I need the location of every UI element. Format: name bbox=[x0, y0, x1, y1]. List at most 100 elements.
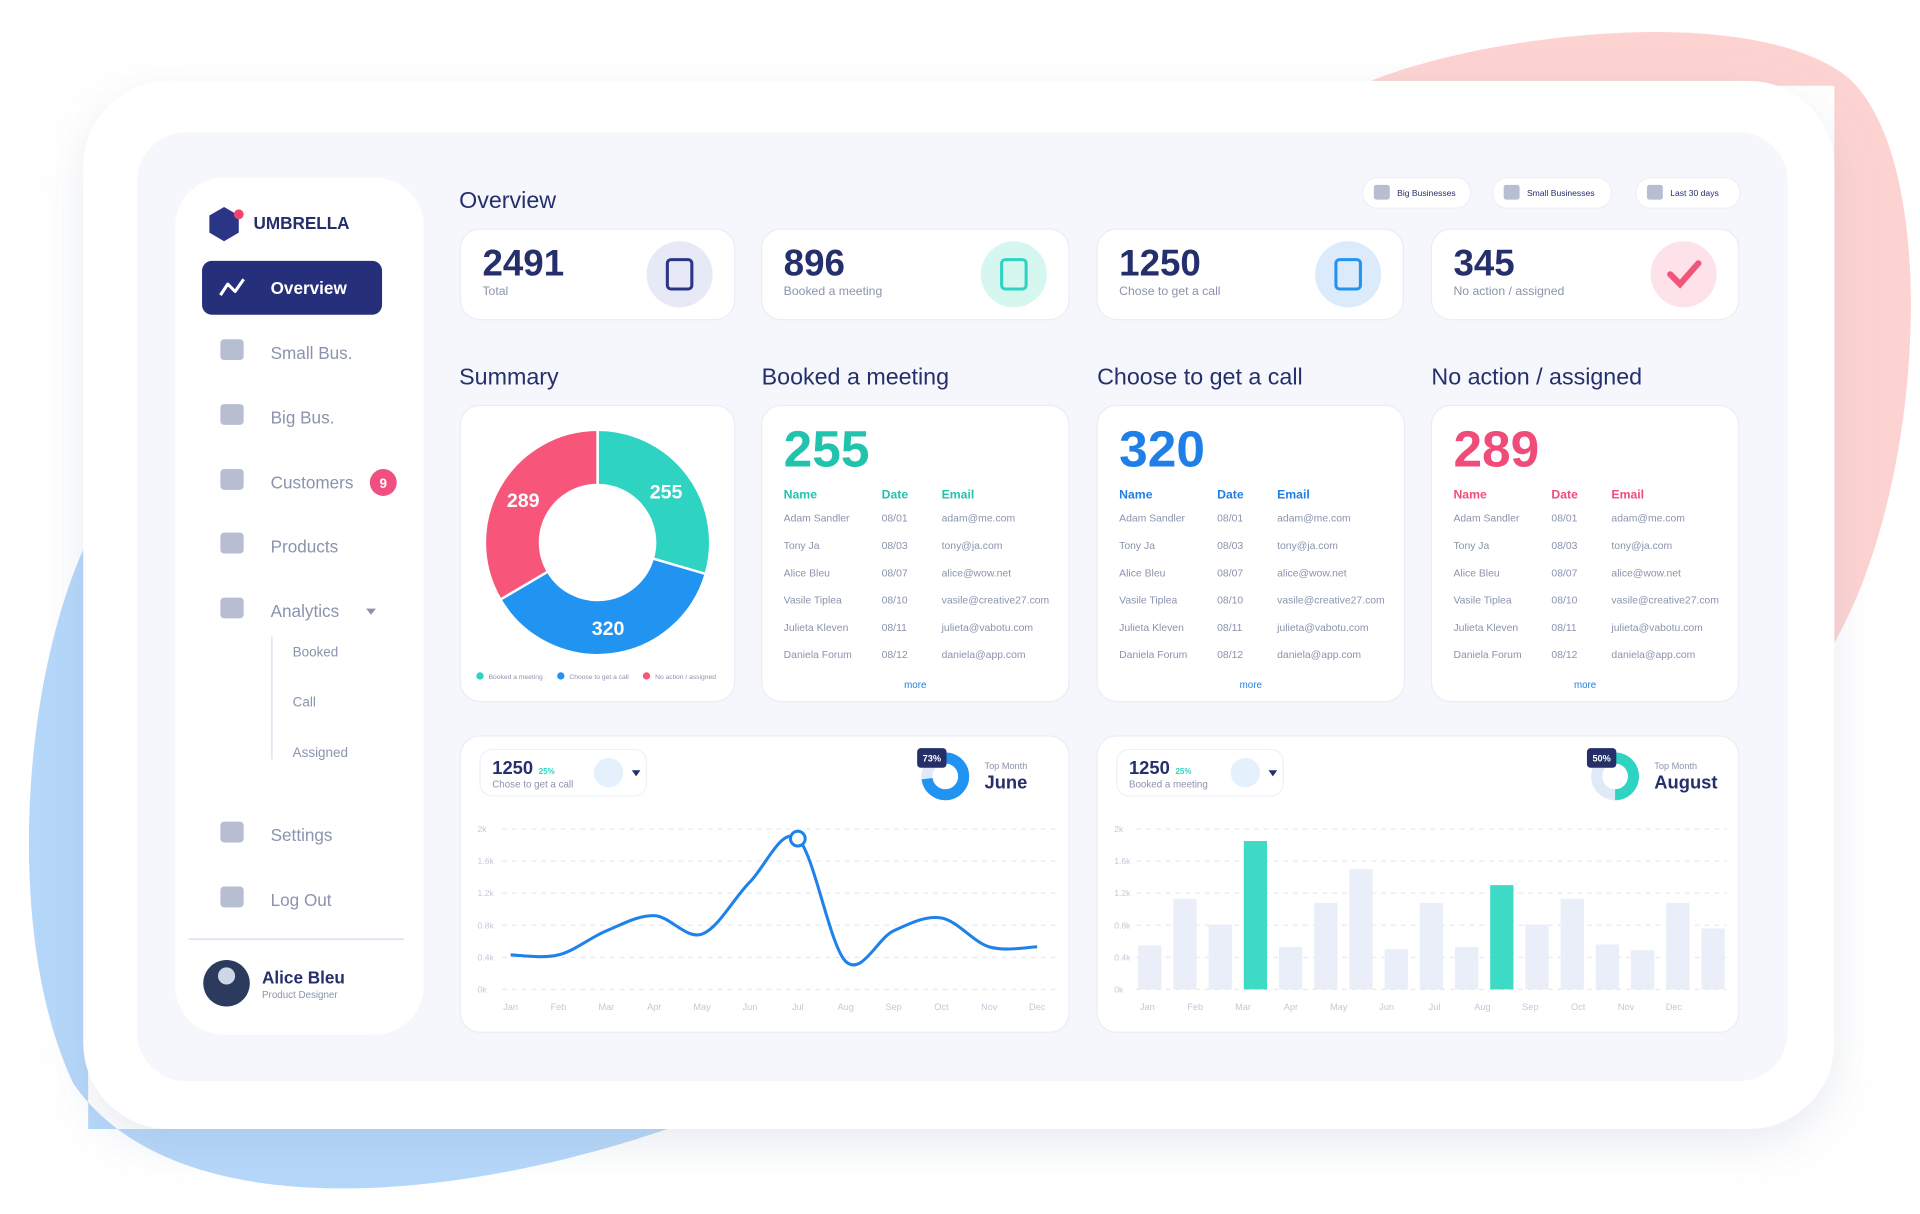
filter-pill[interactable] bbox=[1492, 176, 1613, 209]
table-cell: tony@ja.com bbox=[942, 541, 1003, 552]
bar bbox=[1314, 902, 1338, 990]
stat-icon bbox=[1000, 258, 1028, 291]
x-tick-label: Oct bbox=[934, 1002, 949, 1012]
nav-active[interactable] bbox=[202, 260, 383, 315]
table-cell: vasile@creative27.com bbox=[1611, 596, 1719, 607]
subnav-item[interactable]: Assigned bbox=[293, 745, 348, 760]
table-cell: Alice Bleu bbox=[784, 568, 830, 579]
nav-icon bbox=[220, 532, 244, 554]
table-header: Date bbox=[882, 487, 909, 501]
x-tick-label: Dec bbox=[1029, 1002, 1046, 1012]
y-tick-label: 0k bbox=[478, 984, 488, 994]
table-cell: Adam Sandler bbox=[784, 514, 850, 525]
table-cell: Adam Sandler bbox=[1453, 514, 1519, 525]
nav-item[interactable]: Overview bbox=[271, 278, 348, 298]
subnav-item[interactable]: Call bbox=[293, 695, 316, 710]
y-tick-label: 1.6k bbox=[1114, 856, 1131, 866]
nav-icon bbox=[219, 278, 245, 296]
bar bbox=[1208, 924, 1232, 990]
table-cell: daniela@app.com bbox=[1611, 650, 1695, 661]
bar bbox=[1173, 898, 1197, 990]
table-panel bbox=[761, 404, 1070, 703]
table-cell: adam@me.com bbox=[1611, 514, 1685, 525]
bar bbox=[1419, 902, 1444, 990]
legend-dot bbox=[476, 672, 484, 680]
stat-value: 345 bbox=[1453, 243, 1514, 284]
bar bbox=[1631, 950, 1655, 990]
kpi-icon[interactable] bbox=[1230, 757, 1260, 788]
kpi-dropdown[interactable] bbox=[1268, 770, 1278, 777]
top-month-label: Top Month bbox=[984, 761, 1027, 771]
table-cell: 08/10 bbox=[1551, 596, 1577, 607]
x-tick-label: Dec bbox=[1666, 1002, 1683, 1012]
table-panel bbox=[1096, 404, 1406, 703]
legend-label: Choose to get a call bbox=[569, 674, 629, 681]
table-cell: Tony Ja bbox=[1119, 541, 1155, 552]
x-tick-label: Apr bbox=[1284, 1002, 1298, 1012]
nav-item[interactable]: Products bbox=[271, 536, 339, 556]
table-cell: alice@wow.net bbox=[942, 568, 1012, 579]
bar bbox=[1243, 841, 1268, 990]
share-badge bbox=[1586, 748, 1617, 768]
y-tick-label: 0k bbox=[1114, 984, 1124, 994]
user-name: Alice Bleu bbox=[262, 967, 345, 987]
chart-panel bbox=[459, 735, 1070, 1033]
table-cell: 08/11 bbox=[882, 623, 907, 634]
table-cell: 08/12 bbox=[1217, 650, 1243, 661]
stat-icon bbox=[665, 258, 694, 291]
table-cell: Julieta Kleven bbox=[1119, 623, 1184, 634]
nav-item[interactable]: Analytics bbox=[271, 601, 340, 621]
table-cell: 08/11 bbox=[1551, 623, 1576, 634]
more-link[interactable]: more bbox=[904, 680, 926, 691]
filter-label[interactable]: Small Businesses bbox=[1527, 188, 1595, 198]
kpi-icon[interactable] bbox=[593, 757, 624, 788]
table-header: Name bbox=[784, 487, 818, 501]
subnav-item[interactable]: Booked bbox=[293, 644, 339, 659]
nav-item[interactable]: Settings bbox=[271, 825, 333, 845]
table-cell: 08/03 bbox=[1551, 541, 1577, 552]
more-link[interactable]: more bbox=[1240, 680, 1262, 691]
table-cell: alice@wow.net bbox=[1277, 568, 1347, 579]
stat-icon-bg bbox=[980, 241, 1047, 308]
section-title: Summary bbox=[459, 364, 559, 390]
filter-pill[interactable] bbox=[1635, 176, 1741, 209]
legend-dot bbox=[642, 672, 651, 680]
nav-item[interactable]: Customers bbox=[271, 473, 354, 493]
nav-icon bbox=[220, 339, 244, 361]
x-tick-label: Jul bbox=[792, 1002, 804, 1012]
x-tick-label: Aug bbox=[1474, 1002, 1490, 1012]
donut-label: 289 bbox=[507, 490, 540, 512]
table-cell: 08/07 bbox=[1551, 568, 1577, 579]
x-tick-label: Sep bbox=[1522, 1002, 1538, 1012]
table-count: 320 bbox=[1119, 420, 1205, 478]
bar bbox=[1455, 946, 1479, 990]
nav-icon bbox=[220, 821, 244, 843]
filter-pill[interactable] bbox=[1362, 176, 1472, 209]
dropdown-arrow bbox=[366, 608, 376, 615]
nav-item[interactable]: Log Out bbox=[271, 890, 332, 910]
table-cell: 08/12 bbox=[882, 650, 908, 661]
kpi-value: 1250 bbox=[1129, 757, 1170, 778]
more-link[interactable]: more bbox=[1574, 680, 1596, 691]
table-header: Email bbox=[942, 487, 975, 501]
x-tick-label: Sep bbox=[885, 1002, 901, 1012]
x-tick-label: Oct bbox=[1571, 1002, 1586, 1012]
bg-blob-blue bbox=[28, 538, 668, 1189]
nav-item[interactable]: Big Bus. bbox=[271, 408, 335, 428]
donut-segment bbox=[498, 557, 708, 657]
filter-label[interactable]: Last 30 days bbox=[1670, 188, 1719, 198]
table-header: Date bbox=[1217, 487, 1244, 501]
kpi-change: 25% bbox=[1176, 767, 1192, 776]
table-cell: Alice Bleu bbox=[1119, 568, 1165, 579]
filter-label[interactable]: Big Businesses bbox=[1397, 188, 1456, 198]
donut-label: 320 bbox=[592, 618, 625, 640]
kpi-dropdown[interactable] bbox=[631, 770, 641, 777]
table-cell: Vasile Tiplea bbox=[1119, 596, 1177, 607]
section-title: No action / assigned bbox=[1431, 364, 1642, 390]
nav-item[interactable]: Small Bus. bbox=[271, 343, 353, 363]
stat-label: Chose to get a call bbox=[1119, 284, 1220, 298]
bar bbox=[1525, 924, 1549, 990]
table-cell: 08/11 bbox=[1217, 623, 1242, 634]
stat-icon-bg bbox=[646, 241, 713, 308]
table-cell: Tony Ja bbox=[784, 541, 820, 552]
